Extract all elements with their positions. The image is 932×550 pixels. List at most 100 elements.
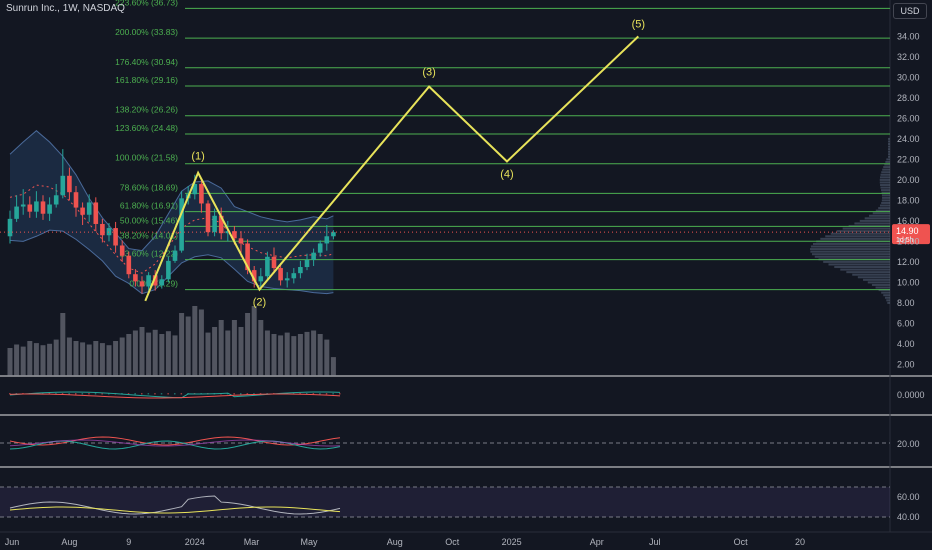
candle-body <box>324 236 330 244</box>
volume-profile-bar <box>888 143 890 146</box>
fib-level-label: 50.00% (15.46) <box>120 215 178 225</box>
volume-profile-bar <box>887 301 890 304</box>
candle-body <box>179 198 184 251</box>
histogram-bar <box>325 393 328 395</box>
volume-profile-bar <box>879 178 890 181</box>
candle <box>152 270 158 291</box>
volume-profile-bar <box>886 299 890 302</box>
candle <box>113 221 118 253</box>
price-tick-label: 10.00 <box>897 277 920 287</box>
volume-bar <box>212 327 218 376</box>
price-tick-label: 24.00 <box>897 134 920 144</box>
chart-title[interactable]: Sunrun Inc., 1W, NASDAQ <box>6 3 125 14</box>
volume-profile-bar <box>875 286 890 289</box>
fib-level-label: 200.00% (33.83) <box>115 27 178 37</box>
time-tick-label: Jun <box>5 537 20 547</box>
upper-band-line <box>9 130 334 252</box>
volume-profile-bar <box>840 268 890 271</box>
candle <box>14 195 19 222</box>
volume-bar <box>165 331 171 376</box>
wave-label: (4) <box>500 168 513 180</box>
price-tick-label: 26.00 <box>897 113 920 123</box>
signal-line <box>9 393 341 399</box>
candle-body <box>67 175 72 193</box>
histogram-bar <box>240 393 242 395</box>
fib-level-label: 161.80% (29.16) <box>115 75 178 85</box>
oscillator-pane-1: 0.0000 <box>9 390 925 400</box>
volume-profile-bar <box>830 232 890 235</box>
volume-profile-bar <box>880 184 890 187</box>
volume-bar <box>132 330 138 376</box>
candle-body <box>14 206 19 219</box>
volume-bar <box>139 327 145 376</box>
volume-profile-bar <box>871 283 890 286</box>
last-price-value: 14.90 <box>896 226 919 236</box>
volume-profile-bar <box>885 160 890 163</box>
volume-profile-bar <box>872 212 890 215</box>
candle <box>298 260 303 279</box>
candle <box>34 191 39 218</box>
candle-body <box>126 255 132 275</box>
volume-bar <box>93 341 99 376</box>
volume-profile-bar <box>859 219 890 222</box>
candle <box>205 200 211 237</box>
fib-level-label: 176.40% (30.94) <box>115 57 178 67</box>
candle-body <box>245 243 250 271</box>
candle <box>20 189 26 215</box>
histogram-bar <box>160 393 163 395</box>
candle <box>324 225 330 251</box>
volume-profile-bar <box>888 153 890 156</box>
candles <box>7 149 336 294</box>
histogram-bar <box>81 393 84 395</box>
volume-profile-bar <box>888 150 890 153</box>
volume-profile-bar <box>881 171 890 174</box>
histogram-bar <box>332 393 334 395</box>
time-tick-label: 2025 <box>502 537 522 547</box>
volume-profile-bar <box>880 173 890 176</box>
volume-profile-bar <box>836 230 890 233</box>
histogram-bar <box>319 393 321 395</box>
volume-profile-bar <box>828 263 890 266</box>
volume-bar <box>238 327 244 376</box>
volume-bar <box>225 330 231 376</box>
volume-bar <box>47 343 53 376</box>
currency-button[interactable]: USD <box>893 3 927 19</box>
time-tick-label: 9 <box>126 537 131 547</box>
fib-level-label: 138.20% (26.26) <box>115 105 178 115</box>
volume-bar <box>324 339 330 376</box>
candle <box>159 275 165 289</box>
volume-bars <box>7 306 336 376</box>
price-tick-label: 20.00 <box>897 175 920 185</box>
candle-body <box>53 195 59 205</box>
volume-profile-bar <box>852 273 890 276</box>
candle-body <box>225 231 231 234</box>
candle-body <box>86 202 92 215</box>
time-tick-label: Mar <box>244 537 260 547</box>
volume-profile-bar <box>879 204 890 207</box>
volume-profile-bar <box>814 255 890 258</box>
candle <box>146 272 151 291</box>
candle-body <box>278 268 283 281</box>
histogram-bar <box>259 393 262 395</box>
volume-bar <box>86 344 92 376</box>
histogram-bar <box>246 393 249 395</box>
fib-level-label: 23.60% (12.22) <box>120 249 178 259</box>
time-tick-label: May <box>300 537 318 547</box>
volume-profile-bar <box>869 214 890 217</box>
volume-profile-bar <box>879 181 890 184</box>
candle-body <box>20 204 26 207</box>
volume-profile-bar <box>883 294 890 297</box>
volume-profile-bar <box>875 209 890 212</box>
wave-label: (3) <box>422 67 435 79</box>
oscillator-pane-2: 20.00 <box>0 436 920 450</box>
volume-bar <box>198 309 204 376</box>
candle <box>179 191 184 253</box>
volume-profile-bar <box>857 276 890 279</box>
candle-body <box>265 256 270 277</box>
candle-body <box>298 267 303 274</box>
fib-level-label: 223.60% (36.73) <box>115 0 178 7</box>
candle <box>27 196 33 218</box>
volume-bar <box>126 334 132 376</box>
volume-profile-bar <box>879 176 890 179</box>
